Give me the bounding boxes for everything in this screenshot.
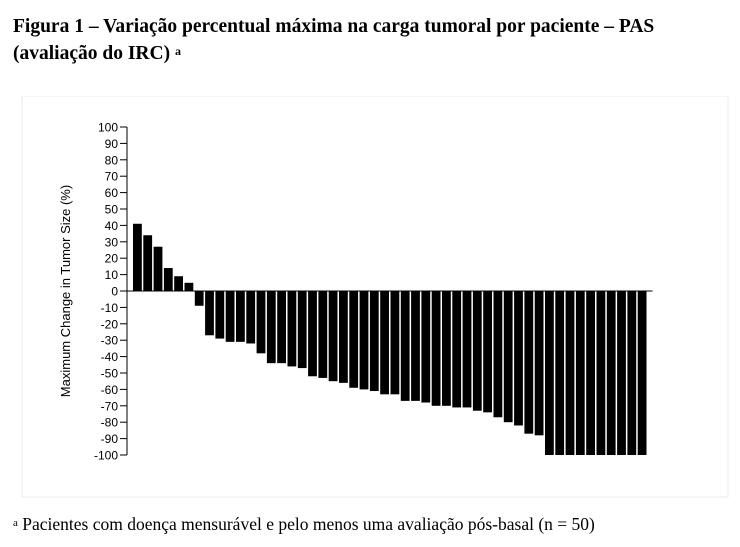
bar bbox=[493, 291, 503, 418]
bar bbox=[163, 268, 173, 291]
chart-panel: 100 90 80 70 60 50 40 30 20 10 0 -10 -20 -30 -40 -50 -60… bbox=[0, 95, 740, 506]
footnote-text: Pacientes com doença mensurável e pelo m… bbox=[22, 514, 595, 534]
bar bbox=[534, 291, 544, 436]
y-tick-label: 100 bbox=[98, 121, 118, 135]
bar bbox=[596, 291, 606, 455]
y-axis: 1009080706050403020100-10-20-30-40-50-60… bbox=[94, 121, 653, 463]
bar bbox=[483, 291, 492, 413]
bar bbox=[133, 223, 142, 291]
bar bbox=[359, 291, 369, 390]
bar bbox=[349, 291, 359, 388]
bar bbox=[143, 235, 153, 291]
bar bbox=[472, 291, 482, 411]
bar bbox=[246, 291, 256, 344]
bar bbox=[297, 291, 307, 369]
bar bbox=[627, 291, 637, 455]
figure-title-footnote-marker: a bbox=[174, 44, 181, 58]
bar bbox=[524, 291, 534, 434]
y-tick-label: 20 bbox=[105, 252, 119, 266]
bar bbox=[174, 276, 183, 291]
figure-title-line1: Figura 1 – Variação percentual máxima na… bbox=[13, 16, 655, 37]
bar bbox=[617, 291, 626, 455]
bar bbox=[586, 291, 595, 455]
bar bbox=[287, 291, 297, 367]
bar bbox=[565, 291, 575, 455]
bar bbox=[462, 291, 472, 408]
y-tick-label: 30 bbox=[105, 235, 119, 249]
y-tick-label: -90 bbox=[101, 432, 119, 446]
y-tick-label: 70 bbox=[105, 170, 119, 184]
bar bbox=[215, 291, 225, 339]
bar bbox=[369, 291, 379, 392]
bar bbox=[400, 291, 410, 401]
bar bbox=[555, 291, 565, 455]
footnote-marker: a bbox=[13, 517, 18, 529]
y-tick-label: 40 bbox=[105, 219, 119, 233]
y-tick-label: -10 bbox=[101, 301, 119, 315]
bar bbox=[575, 291, 585, 455]
y-tick-label: -100 bbox=[94, 449, 118, 463]
bar bbox=[194, 291, 204, 306]
bar bbox=[380, 291, 389, 395]
bar bbox=[205, 291, 214, 336]
bar bbox=[637, 291, 647, 455]
bar bbox=[442, 291, 451, 406]
bar bbox=[328, 291, 338, 382]
y-tick-label: -20 bbox=[101, 317, 119, 331]
bar bbox=[421, 291, 431, 403]
bar bbox=[411, 291, 420, 401]
y-tick-label: -50 bbox=[101, 367, 119, 381]
figure-title-line2: (avaliação do IRC) bbox=[13, 43, 171, 64]
bar bbox=[277, 291, 286, 364]
y-tick-label: -60 bbox=[101, 383, 119, 397]
y-tick-label: -80 bbox=[101, 416, 119, 430]
bar bbox=[545, 291, 554, 455]
bar bbox=[266, 291, 276, 364]
bar bbox=[153, 246, 163, 291]
bar bbox=[236, 291, 245, 342]
bar bbox=[452, 291, 462, 408]
y-tick-label: 0 bbox=[111, 285, 118, 299]
y-tick-label: -40 bbox=[101, 350, 119, 364]
y-tick-label: 50 bbox=[105, 203, 119, 217]
footnote: a Pacientes com doença mensurável e pelo… bbox=[13, 512, 728, 536]
y-tick-label: 10 bbox=[105, 268, 119, 282]
bar bbox=[256, 291, 266, 354]
bar bbox=[514, 291, 523, 426]
bar bbox=[503, 291, 513, 423]
bar bbox=[225, 291, 235, 342]
bar bbox=[184, 282, 194, 291]
y-tick-label: 80 bbox=[105, 153, 119, 167]
bar bbox=[308, 291, 317, 377]
y-axis-label: Maximum Change in Tumor Size (%) bbox=[58, 185, 73, 397]
bar bbox=[318, 291, 328, 378]
bar bbox=[431, 291, 441, 406]
bar bbox=[606, 291, 616, 455]
y-tick-label: -70 bbox=[101, 399, 119, 413]
bar bbox=[390, 291, 400, 395]
bars bbox=[133, 223, 647, 455]
y-tick-label: 60 bbox=[105, 186, 119, 200]
waterfall-chart: 1009080706050403020100-10-20-30-40-50-60… bbox=[21, 95, 729, 498]
bar bbox=[339, 291, 348, 383]
y-tick-label: -30 bbox=[101, 334, 119, 348]
figure-title: Figura 1 – Variação percentual máxima na… bbox=[13, 13, 728, 67]
y-tick-label: 90 bbox=[105, 137, 119, 151]
